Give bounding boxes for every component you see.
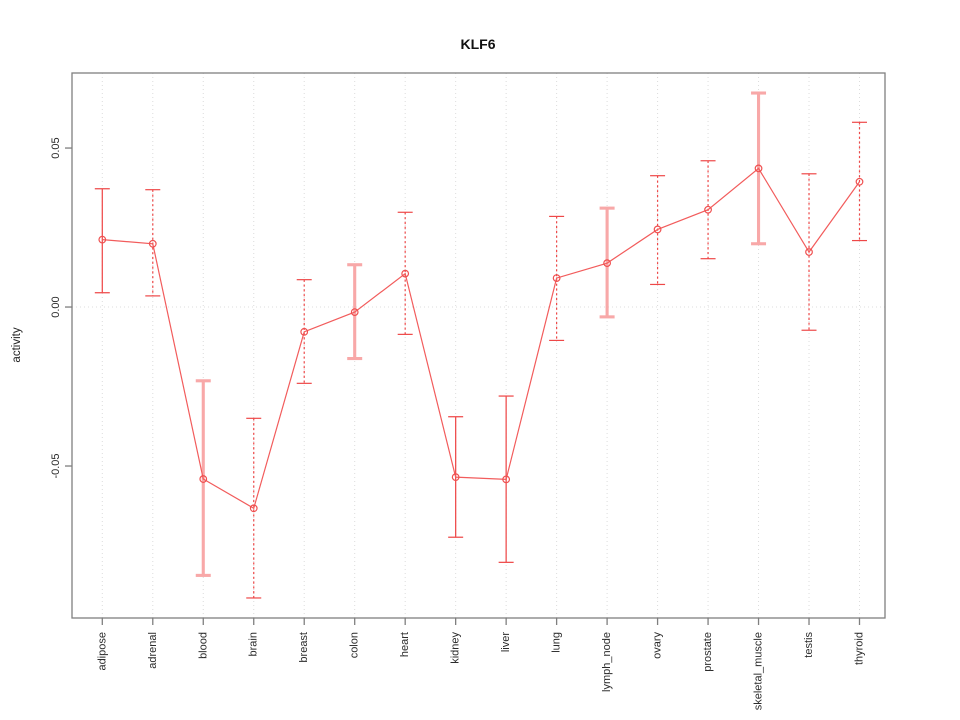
series-markers	[98, 164, 864, 513]
chart-title: KLF6	[460, 36, 496, 52]
svg-text:kidney: kidney	[450, 632, 462, 664]
x-axis: adipose adrenal blood brain breast colon heart…	[96, 618, 866, 710]
gridlines	[72, 73, 885, 618]
svg-text:heart: heart	[399, 632, 411, 657]
svg-text:thyroid: thyroid	[854, 632, 866, 665]
svg-text:adipose: adipose	[96, 632, 108, 671]
svg-text:brain: brain	[248, 632, 260, 656]
svg-text:testis: testis	[803, 632, 815, 658]
svg-text:colon: colon	[349, 632, 361, 658]
svg-text:blood: blood	[197, 632, 209, 659]
svg-text:liver: liver	[500, 632, 512, 653]
svg-text:lymph_node: lymph_node	[601, 632, 613, 692]
plot-box	[71, 72, 886, 619]
svg-text:breast: breast	[298, 632, 310, 663]
svg-text:adrenal: adrenal	[147, 632, 159, 669]
y-axis: -0.05 0.00 0.05	[50, 137, 72, 479]
error-bars	[94, 91, 867, 599]
svg-text:0.00: 0.00	[50, 296, 62, 317]
series-line	[102, 167, 860, 510]
svg-text:lung: lung	[551, 632, 563, 653]
svg-text:0.05: 0.05	[50, 137, 62, 158]
svg-text:-0.05: -0.05	[50, 453, 62, 478]
svg-text:skeletal_muscle: skeletal_muscle	[753, 632, 765, 710]
svg-text:prostate: prostate	[702, 632, 714, 672]
svg-text:ovary: ovary	[652, 632, 664, 659]
